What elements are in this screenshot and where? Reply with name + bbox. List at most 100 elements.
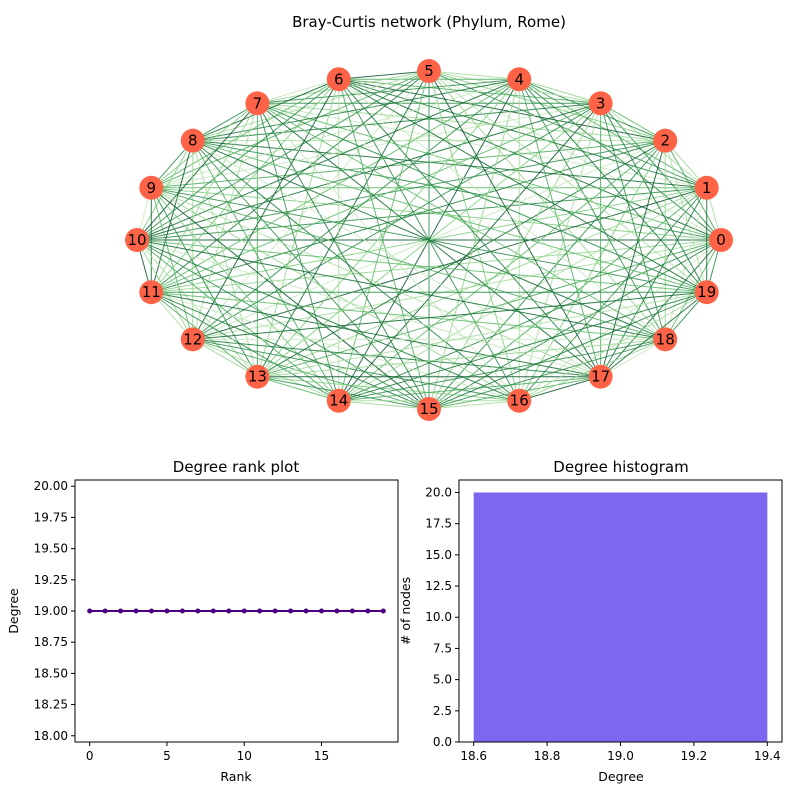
hist-ytick-label: 12.5 <box>425 579 452 593</box>
network-node-12 <box>180 327 205 352</box>
network-edge-7-18 <box>257 102 666 340</box>
network-edge-7-19 <box>257 102 707 293</box>
network-node-18 <box>653 327 678 352</box>
network-node-13 <box>245 364 270 389</box>
network-edge-7-16 <box>256 102 520 402</box>
network-edge-4-7 <box>257 78 520 104</box>
network-edge-11-14 <box>151 291 340 402</box>
network-node-8 <box>180 128 205 153</box>
hist-ytick-label: 15.0 <box>425 548 452 562</box>
hist-ytick-label: 7.5 <box>433 641 452 655</box>
network-edge-2-19 <box>664 140 708 293</box>
network-node-6 <box>326 67 351 92</box>
rank-ytick-label: 19.75 <box>34 510 68 524</box>
rank-xtick-label: 5 <box>163 749 171 763</box>
hist-ytick-label: 10.0 <box>425 610 452 624</box>
network-node-11 <box>139 280 164 305</box>
histogram-bars <box>473 492 768 742</box>
network-edge-9-14 <box>150 187 340 402</box>
rank-plot-title: Degree rank plot <box>173 458 300 476</box>
network-edge-0-3 <box>600 102 722 241</box>
network-node-19 <box>694 280 719 305</box>
network-node-3 <box>588 91 613 116</box>
network-edge-3-18 <box>600 103 666 340</box>
network-edge-0-9 <box>151 187 722 241</box>
network-edge-5-18 <box>428 70 666 340</box>
network-edge-11-13 <box>150 291 258 378</box>
network-node-label-1: 1 <box>702 179 712 197</box>
network-edge-0-17 <box>600 239 722 378</box>
network-edge-12-16 <box>192 338 520 402</box>
network-edge-10-15 <box>136 239 430 410</box>
network-edge-0-15 <box>428 239 722 410</box>
network-edge-1-16 <box>518 187 708 402</box>
network-edge-11-15 <box>151 291 430 410</box>
rank-point-12 <box>272 608 278 614</box>
histogram-ticks: 0.0 2.5 5.0 7.5 10.0 12.5 15.0 17.5 20.0 18.6 18.8… <box>425 485 780 763</box>
network-edge-10-18 <box>136 239 666 340</box>
network-edge-2-7 <box>257 102 666 142</box>
network-edge-6-9 <box>151 78 340 189</box>
network-edge-5-10 <box>136 70 430 241</box>
network-node-label-9: 9 <box>147 179 157 197</box>
rank-point-11 <box>257 608 263 614</box>
rank-ytick-label: 19.50 <box>34 542 68 556</box>
histogram-xlabel: Degree <box>598 769 644 784</box>
rank-plot-ticks: 18.00 18.25 18.50 18.75 19.00 19.25 19.50 19.75… <box>34 479 330 763</box>
network-edge-4-18 <box>518 79 666 340</box>
network-edge-14-19 <box>338 291 707 402</box>
network-node-label-6: 6 <box>334 70 344 88</box>
rank-point-4 <box>149 608 154 614</box>
network-node-label-4: 4 <box>514 70 524 88</box>
rank-plot-ylabel: Degree <box>6 588 21 634</box>
network-node-label-19: 19 <box>697 283 716 301</box>
network-edge-2-3 <box>600 102 666 142</box>
hist-ytick-label: 0.0 <box>433 735 452 749</box>
network-edge-3-4 <box>519 78 601 104</box>
network-edge-1-10 <box>136 187 707 241</box>
network-edge-6-7 <box>257 78 339 104</box>
network-edge-16-17 <box>519 376 601 402</box>
rank-point-3 <box>133 608 139 614</box>
network-edge-10-14 <box>136 239 340 402</box>
network-edge-8-19 <box>192 140 707 293</box>
network-edge-5-16 <box>428 70 520 401</box>
network-edge-8-11 <box>150 140 194 293</box>
histogram-bar-0 <box>473 492 768 742</box>
network-edge-3-10 <box>136 102 601 241</box>
network-edge-2-13 <box>257 140 666 378</box>
network-edge-5-17 <box>428 70 602 377</box>
network-node-15 <box>417 397 441 421</box>
network-edge-3-8 <box>192 102 601 142</box>
network-edge-17-19 <box>600 291 708 378</box>
network-panel: Bray-Curtis network (Phylum, Rome) 01234… <box>125 13 733 421</box>
network-edge-13-19 <box>257 291 707 378</box>
network-edge-10-12 <box>136 239 194 340</box>
network-edge-10-13 <box>136 239 258 378</box>
network-node-label-3: 3 <box>596 94 606 112</box>
rank-point-10 <box>241 608 247 614</box>
rank-xtick-label: 15 <box>314 749 329 763</box>
rank-point-0 <box>87 608 93 614</box>
hist-ytick-label: 20.0 <box>425 485 452 499</box>
rank-point-16 <box>334 608 340 614</box>
rank-point-15 <box>319 608 324 614</box>
rank-ytick-label: 20.00 <box>34 479 68 493</box>
hist-xtick-label: 19.2 <box>681 749 708 763</box>
network-node-label-16: 16 <box>510 392 529 410</box>
network-node-14 <box>326 388 351 413</box>
rank-plot-frame <box>74 479 399 743</box>
network-node-label-0: 0 <box>716 231 726 249</box>
network-edge-7-10 <box>136 102 258 241</box>
network-edge-0-5 <box>428 70 722 241</box>
network-edge-9-13 <box>150 187 258 377</box>
rank-point-6 <box>179 608 185 614</box>
network-edge-3-6 <box>338 78 601 104</box>
network-edge-3-14 <box>338 102 602 402</box>
network-edge-3-19 <box>600 103 708 293</box>
network-node-4 <box>507 67 532 92</box>
network-edge-1-18 <box>664 187 708 340</box>
network-edge-9-18 <box>151 187 666 340</box>
network-edge-6-11 <box>150 78 340 293</box>
network-node-label-13: 13 <box>248 368 267 386</box>
